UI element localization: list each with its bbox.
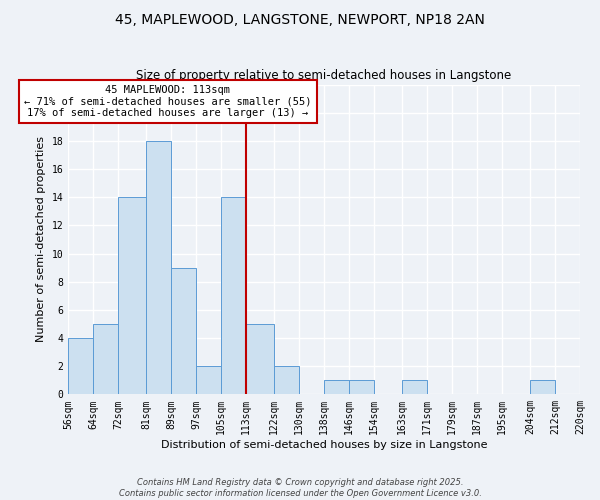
Bar: [246, 324, 274, 394]
Bar: [196, 366, 221, 394]
Y-axis label: Number of semi-detached properties: Number of semi-detached properties: [36, 136, 46, 342]
Bar: [146, 141, 171, 395]
Bar: [349, 380, 374, 394]
X-axis label: Distribution of semi-detached houses by size in Langstone: Distribution of semi-detached houses by …: [161, 440, 487, 450]
Bar: [118, 197, 146, 394]
Text: Contains HM Land Registry data © Crown copyright and database right 2025.
Contai: Contains HM Land Registry data © Crown c…: [119, 478, 481, 498]
Text: 45 MAPLEWOOD: 113sqm
← 71% of semi-detached houses are smaller (55)
17% of semi-: 45 MAPLEWOOD: 113sqm ← 71% of semi-detac…: [24, 85, 311, 118]
Text: 45, MAPLEWOOD, LANGSTONE, NEWPORT, NP18 2AN: 45, MAPLEWOOD, LANGSTONE, NEWPORT, NP18 …: [115, 12, 485, 26]
Title: Size of property relative to semi-detached houses in Langstone: Size of property relative to semi-detach…: [136, 69, 512, 82]
Bar: [68, 338, 93, 394]
Bar: [274, 366, 299, 394]
Bar: [93, 324, 118, 394]
Bar: [171, 268, 196, 394]
Bar: [402, 380, 427, 394]
Bar: [530, 380, 555, 394]
Bar: [324, 380, 349, 394]
Bar: [221, 197, 246, 394]
